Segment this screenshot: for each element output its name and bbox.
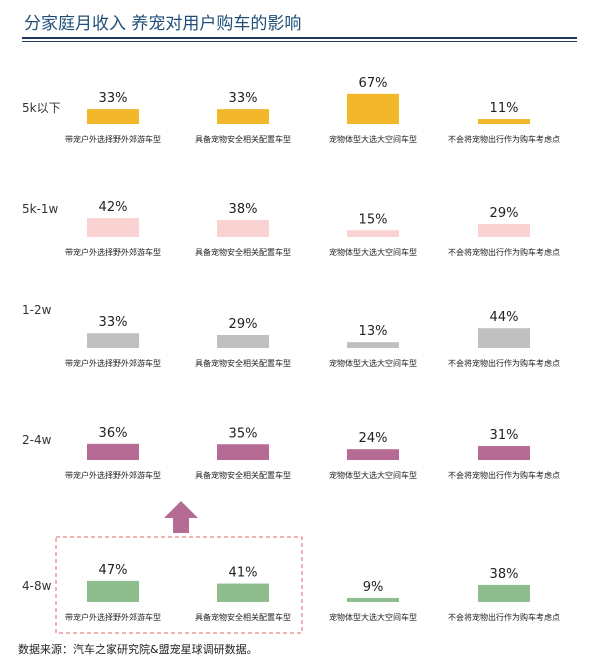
data-label-4-8w-1: 41%: [229, 566, 258, 581]
category-label-2-4w-2: 宠物体型大选大空间车型: [329, 470, 417, 480]
bar-4-8w-3: [478, 584, 530, 602]
bar-5k以下-1: [217, 109, 269, 124]
data-label-5k以下-0: 33%: [99, 91, 128, 106]
category-label-1-2w-2: 宠物体型大选大空间车型: [329, 358, 417, 368]
bar-1-2w-2: [347, 342, 399, 348]
bar-5k以下-3: [478, 119, 530, 124]
data-label-4-8w-2: 9%: [363, 580, 384, 595]
category-label-2-4w-0: 带宠户外选择野外郊游车型: [65, 470, 161, 480]
category-label-5k-1w-1: 具备宠物安全相关配置车型: [195, 247, 291, 257]
data-label-4-8w-3: 38%: [490, 567, 519, 582]
data-label-2-4w-0: 36%: [99, 426, 128, 441]
data-label-2-4w-3: 31%: [490, 428, 519, 443]
up-arrow-icon: [164, 501, 198, 533]
bar-1-2w-1: [217, 334, 269, 348]
category-label-4-8w-2: 宠物体型大选大空间车型: [329, 612, 417, 622]
category-label-5k以下-2: 宠物体型大选大空间车型: [329, 134, 417, 144]
data-label-1-2w-1: 29%: [229, 317, 258, 332]
bar-2-4w-2: [347, 449, 399, 460]
title-underline-thin: [22, 41, 577, 42]
bar-5k-1w-2: [347, 230, 399, 237]
data-label-1-2w-3: 44%: [490, 310, 519, 325]
data-label-2-4w-2: 24%: [359, 431, 388, 446]
category-label-4-8w-3: 不会将宠物出行作为购车考虑点: [448, 612, 560, 622]
row-label-5k以下: 5k以下: [22, 101, 61, 115]
bar-4-8w-0: [87, 580, 139, 602]
data-label-5k-1w-2: 15%: [359, 212, 388, 227]
row-label-2-4w: 2-4w: [22, 433, 52, 447]
bar-2-4w-3: [478, 446, 530, 460]
category-label-2-4w-1: 具备宠物安全相关配置车型: [195, 470, 291, 480]
page-title: 分家庭月收入 养宠对用户购车的影响: [24, 14, 302, 34]
data-label-2-4w-1: 35%: [229, 426, 258, 441]
data-label-1-2w-2: 13%: [359, 324, 388, 339]
data-label-5k以下-2: 67%: [359, 76, 388, 91]
bar-2-4w-0: [87, 443, 139, 460]
bar-5k-1w-0: [87, 218, 139, 237]
bar-5k-1w-3: [478, 223, 530, 237]
highlight-box: [55, 536, 303, 634]
data-label-1-2w-0: 33%: [99, 315, 128, 330]
data-label-5k以下-1: 33%: [229, 91, 258, 106]
category-label-5k-1w-2: 宠物体型大选大空间车型: [329, 247, 417, 257]
bar-5k以下-2: [347, 93, 399, 124]
category-label-4-8w-1: 具备宠物安全相关配置车型: [195, 612, 291, 622]
data-label-5k-1w-0: 42%: [99, 200, 128, 215]
category-label-5k以下-0: 带宠户外选择野外郊游车型: [65, 134, 161, 144]
row-label-4-8w: 4-8w: [22, 579, 52, 593]
category-label-5k以下-1: 具备宠物安全相关配置车型: [195, 134, 291, 144]
category-label-5k以下-3: 不会将宠物出行作为购车考虑点: [448, 134, 560, 144]
category-label-4-8w-0: 带宠户外选择野外郊游车型: [65, 612, 161, 622]
data-label-5k-1w-3: 29%: [490, 206, 519, 221]
title-underline: [22, 37, 577, 39]
category-label-2-4w-3: 不会将宠物出行作为购车考虑点: [448, 470, 560, 480]
bar-4-8w-2: [347, 597, 399, 602]
bar-4-8w-1: [217, 583, 269, 602]
category-label-1-2w-3: 不会将宠物出行作为购车考虑点: [448, 358, 560, 368]
category-label-5k-1w-0: 带宠户外选择野外郊游车型: [65, 247, 161, 257]
bar-1-2w-3: [478, 328, 530, 348]
bar-5k以下-0: [87, 109, 139, 124]
row-label-5k-1w: 5k-1w: [22, 202, 59, 216]
category-label-1-2w-0: 带宠户外选择野外郊游车型: [65, 358, 161, 368]
data-label-4-8w-0: 47%: [99, 563, 128, 578]
bar-2-4w-1: [217, 444, 269, 460]
category-label-1-2w-1: 具备宠物安全相关配置车型: [195, 358, 291, 368]
data-label-5k-1w-1: 38%: [229, 202, 258, 217]
bar-1-2w-0: [87, 333, 139, 348]
bar-5k-1w-1: [217, 219, 269, 237]
category-label-5k-1w-3: 不会将宠物出行作为购车考虑点: [448, 247, 560, 257]
row-label-1-2w: 1-2w: [22, 303, 52, 317]
data-source-note: 数据来源：汽车之家研究院&盟宠星球调研数据。: [18, 643, 258, 656]
data-label-5k以下-3: 11%: [490, 101, 519, 116]
